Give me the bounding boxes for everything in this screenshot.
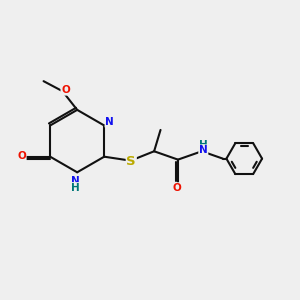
Text: H: H [71,183,80,193]
Text: S: S [126,155,136,168]
Text: O: O [61,85,70,95]
Text: O: O [173,183,182,193]
Text: N: N [199,145,208,155]
Text: N: N [71,176,80,186]
Text: N: N [105,117,114,127]
Text: H: H [199,140,208,150]
Text: O: O [17,151,26,161]
